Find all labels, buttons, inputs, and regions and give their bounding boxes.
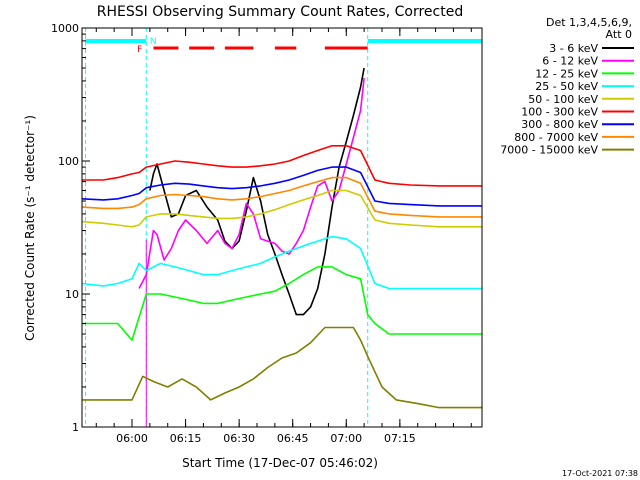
series-layer (81, 67, 482, 409)
series-9-line (82, 326, 482, 409)
x-tick-label: 07:00 (330, 432, 362, 445)
legend-label-8: 800 - 7000 keV (514, 131, 598, 144)
series-3-line (82, 266, 482, 341)
flare-marker: F (137, 45, 142, 55)
observing-bands: FN (85, 28, 483, 427)
y-axis: 1 10 100 1000 (51, 22, 90, 434)
x-tick-label: 06:00 (116, 432, 148, 445)
series-4-line (81, 235, 482, 290)
legend-label-6: 100 - 300 keV (521, 106, 598, 119)
x-tick-label: 06:45 (277, 432, 309, 445)
x-tick-label: 07:15 (384, 432, 416, 445)
plot-frame (81, 27, 483, 428)
series-8-line (81, 176, 482, 218)
detector-info: Det 1,3,4,5,6,9, (546, 16, 632, 29)
attenuator-info: Att 0 (606, 28, 632, 41)
y-tick-label: 1000 (51, 22, 79, 35)
chart-title: RHESSI Observing Summary Count Rates, Co… (97, 4, 463, 20)
legend-label-5: 50 - 100 keV (528, 93, 598, 106)
y-tick-label: 100 (58, 155, 79, 168)
x-tick-label: 06:15 (170, 432, 202, 445)
x-tick-label: 06:30 (223, 432, 255, 445)
night-marker: N (150, 37, 157, 47)
series-2-line (138, 78, 365, 289)
x-axis-label: Start Time (17-Dec-07 05:46:02) (182, 456, 378, 470)
y-tick-label: 1 (72, 421, 79, 434)
y-tick-label: 10 (65, 288, 79, 301)
series-6-line (82, 145, 482, 187)
legend-label-7: 300 - 800 keV (521, 118, 598, 131)
y-axis-label: Corrected Count Rate (s⁻¹ detector⁻¹) (23, 115, 37, 341)
legend-label-2: 6 - 12 keV (542, 55, 598, 68)
footer-timestamp: 17-Oct-2021 07:38 (562, 469, 638, 478)
series-5-line (81, 189, 482, 228)
legend-label-4: 25 - 50 keV (535, 80, 598, 93)
x-axis: 06:00 06:15 06:30 06:45 07:00 07:15 (95, 28, 472, 445)
legend-label-3: 12 - 25 keV (535, 67, 598, 80)
legend-label-9: 7000 - 15000 keV (500, 144, 598, 157)
legend-label-1: 3 - 6 keV (549, 42, 598, 55)
series-7-line (81, 166, 482, 207)
